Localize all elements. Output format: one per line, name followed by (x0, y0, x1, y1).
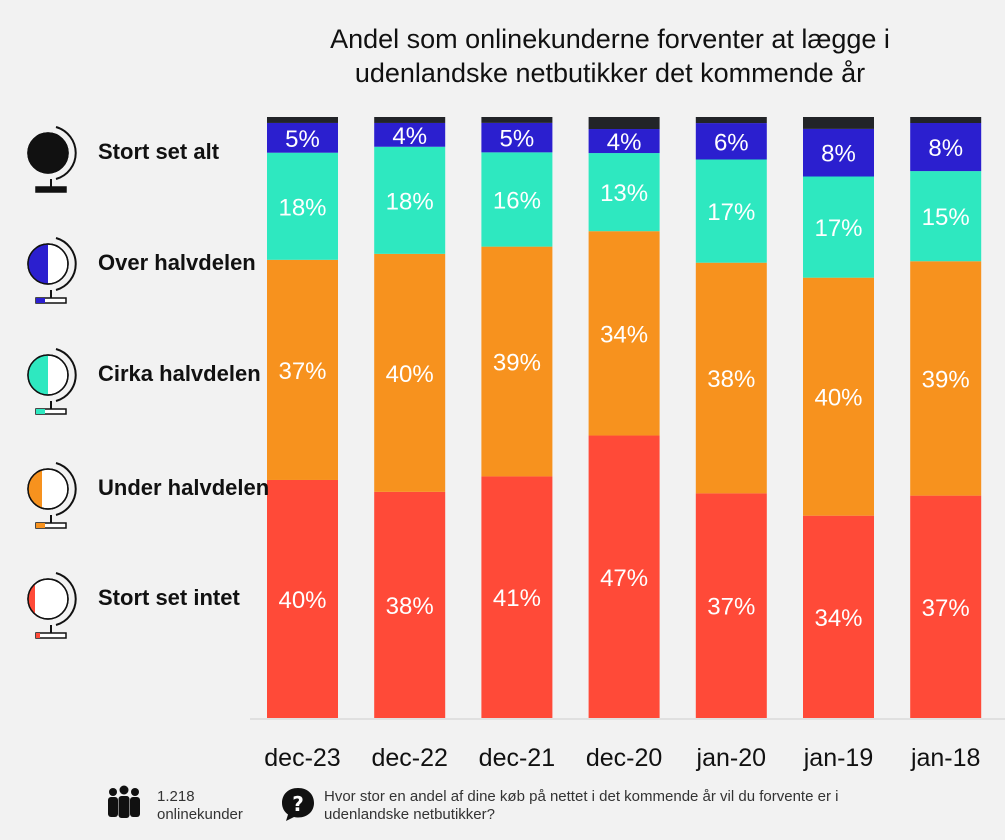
x-tick-label-dec-22: dec-22 (371, 744, 447, 772)
bar-segment-jan-20-s0 (695, 493, 767, 718)
question-bubble-icon: ? (282, 788, 314, 821)
bar-label-dec-23-s1: 37% (278, 358, 326, 385)
globe-icon (27, 126, 77, 193)
bar-label-dec-22-s0: 38% (386, 593, 434, 620)
globe-icon (27, 572, 77, 639)
survey-question: Hvor stor en andel af dine køb på nettet… (324, 788, 924, 824)
bar-segment-dec-23-s4 (267, 117, 338, 123)
bar-segment-dec-23-s1 (267, 259, 338, 480)
x-tick-label-dec-21: dec-21 (479, 744, 555, 772)
bar-segment-dec-20-s0 (588, 435, 660, 718)
bar-label-jan-18-s2: 15% (922, 204, 970, 231)
bar-label-dec-20-s3: 4% (607, 129, 642, 156)
bar-label-dec-21-s1: 39% (493, 350, 541, 377)
bar-segment-jan-19-s4 (803, 117, 874, 129)
bar-segment-dec-22-s4 (374, 117, 446, 123)
globe-icon (27, 462, 77, 529)
bar-segment-dec-22-s2 (374, 146, 446, 254)
x-tick-label-dec-20: dec-20 (586, 744, 662, 772)
bar-label-jan-18-s0: 37% (922, 595, 970, 622)
globe-icon (27, 348, 77, 415)
x-tick-label-jan-20: jan-20 (696, 744, 767, 772)
bar-segment-dec-23-s3 (267, 122, 338, 153)
bar-segment-dec-20-s4 (588, 117, 660, 130)
bar-segment-jan-18-s3 (910, 123, 982, 172)
people-icon (108, 785, 140, 818)
bar-label-jan-18-s1: 39% (922, 366, 970, 393)
survey-question-line-2: udenlandske netbutikker? (324, 806, 495, 823)
bar-label-jan-19-s3: 8% (821, 141, 856, 168)
bar-segment-jan-18-s1 (910, 261, 982, 496)
bar-segment-dec-23-s0 (267, 479, 338, 718)
bar-label-jan-19-s2: 17% (814, 215, 862, 242)
bar-label-dec-23-s2: 18% (278, 194, 326, 221)
survey-question-line-1: Hvor stor en andel af dine køb på nettet… (324, 788, 839, 805)
bar-segment-jan-20-s3 (695, 123, 767, 160)
bar-segment-dec-20-s3 (588, 129, 660, 154)
bar-segment-jan-18-s0 (910, 495, 982, 718)
bar-segment-jan-19-s2 (803, 176, 874, 278)
bar-label-jan-19-s1: 40% (814, 385, 862, 412)
bar-label-dec-20-s1: 34% (600, 321, 648, 348)
bar-segment-jan-18-s2 (910, 171, 982, 262)
bar-label-jan-20-s3: 6% (714, 129, 749, 156)
legend-label: Stort set intet (98, 585, 240, 610)
bar-label-dec-20-s2: 13% (600, 180, 648, 207)
respondent-count: 1.218 onlinekunder (157, 788, 243, 824)
bar-segment-dec-21-s0 (481, 476, 553, 718)
bar-label-jan-20-s0: 37% (707, 594, 755, 621)
legend-label: Under halvdelen (98, 475, 270, 500)
legend-label: Stort set alt (98, 139, 220, 164)
x-tick-label-dec-23: dec-23 (264, 744, 340, 772)
bar-segment-jan-19-s3 (803, 128, 874, 177)
bar-segment-jan-20-s2 (695, 159, 767, 263)
bar-segment-jan-18-s4 (910, 117, 982, 124)
bar-label-dec-21-s0: 41% (493, 585, 541, 612)
chart-title-line-1: Andel som onlinekunderne forventer at læ… (330, 24, 890, 54)
bar-segment-dec-20-s2 (588, 153, 660, 232)
bar-label-dec-22-s1: 40% (386, 361, 434, 388)
legend-label: Over halvdelen (98, 250, 256, 275)
bar-segment-jan-19-s0 (803, 515, 874, 718)
bar-segment-dec-22-s0 (374, 491, 446, 718)
svg-text:?: ? (292, 792, 304, 816)
globe-icon (27, 237, 77, 304)
chart-title-line-2: udenlandske netbutikker det kommende år (354, 58, 866, 88)
bar-label-dec-23-s0: 40% (278, 587, 326, 614)
bar-label-dec-21-s2: 16% (493, 187, 541, 214)
bar-segment-dec-21-s3 (481, 122, 553, 153)
bar-label-jan-20-s2: 17% (707, 199, 755, 226)
legend-label: Cirka halvdelen (98, 361, 261, 386)
bar-segment-dec-22-s1 (374, 253, 446, 492)
bar-label-dec-22-s2: 18% (386, 188, 434, 215)
x-tick-label-jan-18: jan-18 (910, 744, 981, 772)
bar-label-jan-19-s0: 34% (814, 605, 862, 632)
bar-segment-dec-20-s1 (588, 231, 660, 436)
bar-label-dec-23-s3: 5% (285, 126, 320, 153)
bar-segment-dec-21-s1 (481, 246, 553, 477)
respondent-count-number: 1.218 (157, 788, 195, 805)
respondent-count-label: onlinekunder (157, 806, 243, 823)
bar-segment-dec-22-s3 (374, 122, 446, 147)
bar-label-jan-20-s1: 38% (707, 366, 755, 393)
bar-segment-dec-23-s2 (267, 152, 338, 260)
bar-segment-dec-21-s2 (481, 152, 553, 247)
bar-label-dec-20-s0: 47% (600, 565, 648, 592)
bar-label-jan-18-s3: 8% (928, 135, 963, 162)
bar-segment-dec-21-s4 (481, 117, 553, 123)
bar-segment-jan-19-s1 (803, 277, 874, 516)
bar-label-dec-22-s3: 4% (392, 123, 427, 150)
bar-label-dec-21-s3: 5% (500, 126, 535, 153)
chart-title: Andel som onlinekunderne forventer at læ… (280, 22, 940, 90)
bar-segment-jan-20-s1 (695, 262, 767, 494)
x-tick-label-jan-19: jan-19 (803, 744, 874, 772)
bar-segment-jan-20-s4 (695, 117, 767, 124)
